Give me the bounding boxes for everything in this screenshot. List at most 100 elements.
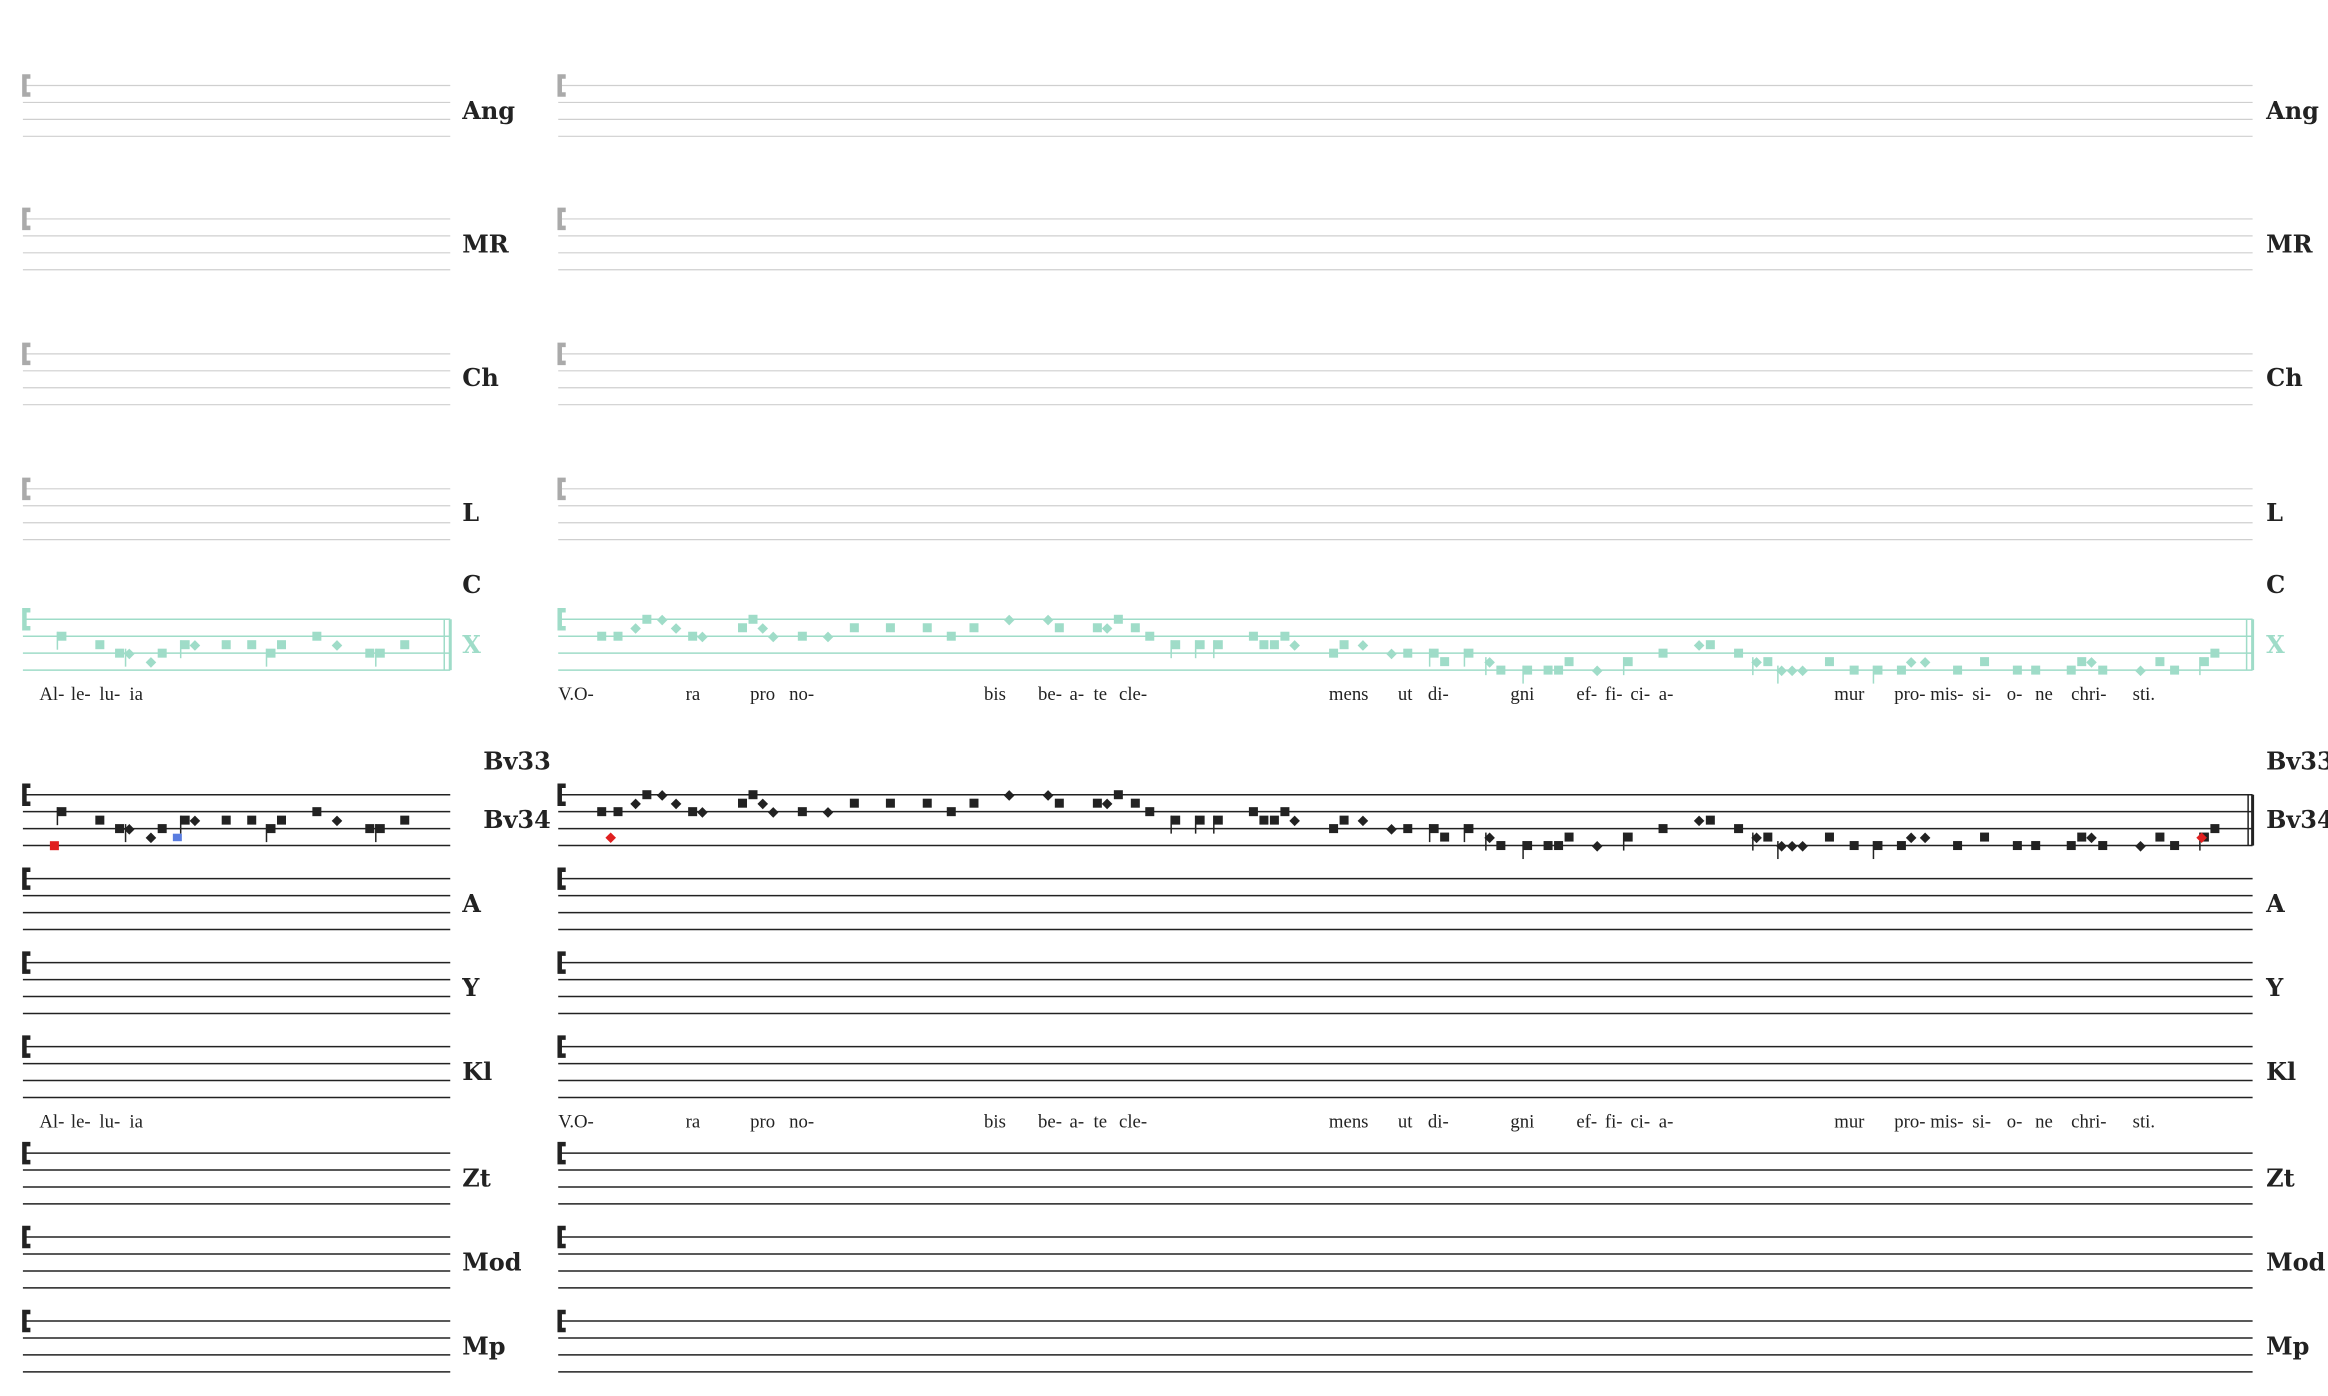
neume bbox=[1195, 640, 1205, 650]
neume bbox=[1873, 665, 1883, 675]
neume bbox=[767, 631, 779, 643]
neume-red bbox=[605, 832, 616, 844]
lyric-syllable: te bbox=[1094, 684, 1108, 705]
lyric-syllable: gni bbox=[1510, 684, 1534, 705]
lyric-syllable: mis- bbox=[1930, 1111, 1963, 1132]
staff-label: Ang bbox=[2265, 96, 2319, 125]
neume bbox=[688, 631, 698, 641]
staff-label: Kl bbox=[2266, 1057, 2296, 1086]
neume bbox=[1496, 841, 1506, 851]
lyric-syllable: V.O- bbox=[558, 684, 594, 705]
lyric-syllable: cle- bbox=[1119, 684, 1147, 705]
neume bbox=[849, 623, 859, 633]
staff-label: Y bbox=[2265, 973, 2284, 1002]
neume bbox=[1623, 657, 1633, 667]
neume bbox=[630, 623, 641, 634]
lyric-syllable: mens bbox=[1329, 684, 1369, 705]
lyric-syllable: chri- bbox=[2071, 684, 2106, 705]
lyric-syllable: mur bbox=[1834, 1111, 1865, 1132]
neume-blue bbox=[172, 833, 182, 842]
neume bbox=[1113, 614, 1123, 624]
neume bbox=[969, 798, 979, 808]
lyric-syllable: cle- bbox=[1119, 1111, 1147, 1132]
staff-label: Bv33 bbox=[483, 747, 551, 776]
neume bbox=[1195, 815, 1205, 825]
neume bbox=[946, 807, 956, 817]
neume bbox=[1289, 815, 1300, 827]
neume bbox=[1763, 657, 1773, 667]
neume bbox=[630, 798, 641, 810]
clef bbox=[557, 207, 566, 231]
clef bbox=[22, 783, 31, 806]
neume bbox=[1705, 815, 1715, 825]
neume bbox=[1280, 631, 1290, 641]
lyric-syllable: V.O- bbox=[558, 1111, 594, 1132]
neume bbox=[1403, 648, 1413, 658]
neume bbox=[312, 631, 322, 641]
clef bbox=[557, 783, 566, 806]
neume bbox=[1269, 815, 1279, 825]
staff-label: Mp bbox=[2266, 1332, 2309, 1361]
neume bbox=[247, 640, 257, 650]
neume bbox=[1734, 648, 1744, 658]
lyric-syllable: di- bbox=[1428, 684, 1449, 705]
neume bbox=[1543, 665, 1553, 675]
lyric-syllable: pro- bbox=[1894, 684, 1925, 705]
neume bbox=[656, 790, 668, 801]
neume bbox=[1403, 824, 1413, 834]
neume bbox=[946, 631, 956, 641]
lyric-syllable: lu- bbox=[99, 684, 120, 705]
neume bbox=[1554, 841, 1564, 851]
lyric-syllable: ne bbox=[2035, 684, 2053, 705]
clef bbox=[22, 951, 31, 974]
neume bbox=[1734, 824, 1744, 834]
neume bbox=[266, 824, 276, 834]
neume bbox=[375, 648, 385, 658]
neume bbox=[1357, 815, 1369, 827]
lyric-syllable: ci- bbox=[1630, 1111, 1650, 1132]
neume bbox=[1905, 832, 1917, 844]
neume bbox=[1269, 640, 1279, 650]
neume bbox=[1896, 665, 1906, 675]
staff-label: Bv34 bbox=[2266, 805, 2328, 834]
neume bbox=[1003, 614, 1015, 626]
neume bbox=[613, 807, 623, 817]
lyric-syllable: ra bbox=[686, 1111, 701, 1132]
neume bbox=[2170, 665, 2180, 675]
neume bbox=[400, 815, 410, 825]
neume bbox=[1496, 665, 1506, 675]
neume bbox=[1003, 790, 1015, 801]
neume bbox=[221, 640, 231, 650]
neume bbox=[1980, 832, 1990, 842]
neume bbox=[822, 807, 834, 818]
staff-label: Bv33 bbox=[2266, 747, 2328, 776]
neume bbox=[1339, 640, 1349, 650]
clef bbox=[22, 1141, 31, 1165]
lyric-syllable: si- bbox=[1972, 684, 1991, 705]
lyric-syllable: bis bbox=[984, 1111, 1006, 1132]
staff-label: X bbox=[2266, 630, 2285, 659]
neume bbox=[1054, 798, 1064, 808]
neume bbox=[2098, 841, 2108, 851]
lyric-syllable: chri- bbox=[2071, 1111, 2106, 1132]
neume bbox=[157, 648, 167, 658]
clef bbox=[22, 608, 31, 631]
neume bbox=[797, 807, 807, 817]
lyric-syllable: ut bbox=[1398, 684, 1413, 705]
neume bbox=[2066, 665, 2076, 675]
neume bbox=[1429, 648, 1439, 658]
neume bbox=[1042, 790, 1054, 801]
lyric-syllable: o- bbox=[2007, 684, 2023, 705]
neume bbox=[375, 824, 385, 834]
neume bbox=[1357, 640, 1369, 651]
staff-label: Y bbox=[461, 973, 480, 1002]
neume bbox=[1523, 841, 1533, 851]
clef bbox=[557, 951, 566, 974]
clef bbox=[22, 477, 31, 501]
clef bbox=[557, 1225, 566, 1249]
neume bbox=[2086, 832, 2097, 844]
neume bbox=[2031, 665, 2041, 675]
neume bbox=[189, 815, 201, 827]
neume bbox=[697, 631, 708, 643]
neume bbox=[1786, 665, 1798, 677]
